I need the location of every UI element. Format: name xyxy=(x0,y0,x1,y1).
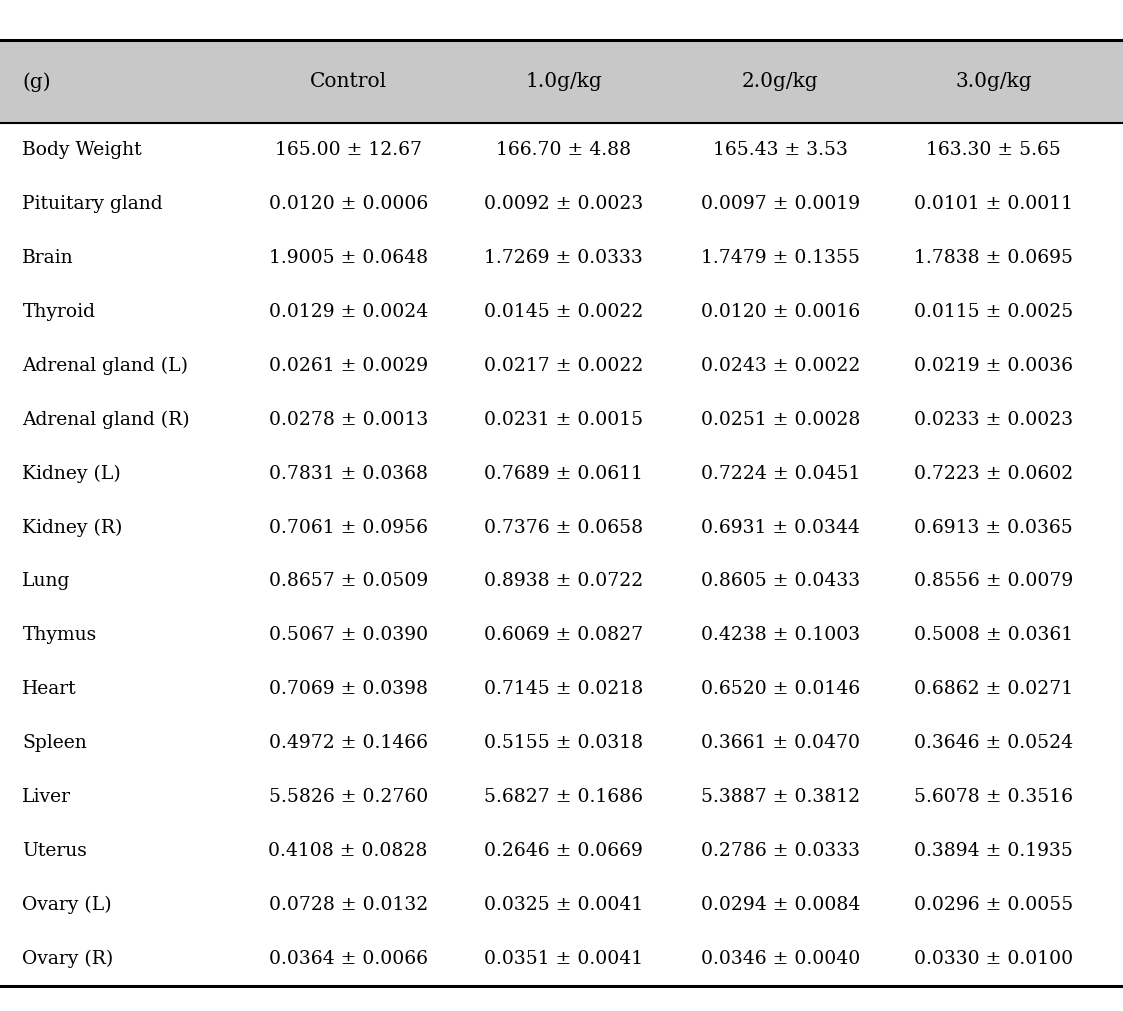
Text: 1.7479 ± 0.1355: 1.7479 ± 0.1355 xyxy=(701,249,860,267)
Text: Heart: Heart xyxy=(22,680,77,699)
Text: 0.7145 ± 0.0218: 0.7145 ± 0.0218 xyxy=(484,680,643,699)
Text: Spleen: Spleen xyxy=(22,734,88,752)
Text: 0.0261 ± 0.0029: 0.0261 ± 0.0029 xyxy=(268,357,428,375)
Text: 0.4972 ± 0.1466: 0.4972 ± 0.1466 xyxy=(268,734,428,752)
Text: 0.7689 ± 0.0611: 0.7689 ± 0.0611 xyxy=(484,465,643,482)
Text: Liver: Liver xyxy=(22,789,72,806)
Text: 3.0g/kg: 3.0g/kg xyxy=(956,73,1032,91)
Text: Kidney (R): Kidney (R) xyxy=(22,519,122,537)
Text: 0.0233 ± 0.0023: 0.0233 ± 0.0023 xyxy=(914,410,1074,429)
Text: Brain: Brain xyxy=(22,249,74,267)
Text: 0.8938 ± 0.0722: 0.8938 ± 0.0722 xyxy=(484,572,643,590)
Text: 0.8605 ± 0.0433: 0.8605 ± 0.0433 xyxy=(701,572,860,590)
Text: Body Weight: Body Weight xyxy=(22,142,143,160)
Text: 1.7838 ± 0.0695: 1.7838 ± 0.0695 xyxy=(914,249,1074,267)
Text: Pituitary gland: Pituitary gland xyxy=(22,195,163,213)
Text: Ovary (L): Ovary (L) xyxy=(22,896,112,914)
Text: 0.0097 ± 0.0019: 0.0097 ± 0.0019 xyxy=(701,195,860,213)
Text: 0.6520 ± 0.0146: 0.6520 ± 0.0146 xyxy=(701,680,860,699)
Text: Adrenal gland (R): Adrenal gland (R) xyxy=(22,410,190,429)
Text: 5.3887 ± 0.3812: 5.3887 ± 0.3812 xyxy=(701,789,860,806)
Bar xyxy=(0,40,1123,123)
Text: 0.3894 ± 0.1935: 0.3894 ± 0.1935 xyxy=(914,842,1074,860)
Text: 0.6069 ± 0.0827: 0.6069 ± 0.0827 xyxy=(484,627,643,644)
Text: Uterus: Uterus xyxy=(22,842,88,860)
Text: 0.2646 ± 0.0669: 0.2646 ± 0.0669 xyxy=(484,842,643,860)
Text: 0.0330 ± 0.0100: 0.0330 ± 0.0100 xyxy=(914,949,1074,968)
Text: 0.0115 ± 0.0025: 0.0115 ± 0.0025 xyxy=(914,303,1074,320)
Text: 0.3646 ± 0.0524: 0.3646 ± 0.0524 xyxy=(914,734,1074,752)
Text: 0.0217 ± 0.0022: 0.0217 ± 0.0022 xyxy=(484,357,643,375)
Text: Lung: Lung xyxy=(22,572,71,590)
Text: Thymus: Thymus xyxy=(22,627,97,644)
Text: 0.7223 ± 0.0602: 0.7223 ± 0.0602 xyxy=(914,465,1074,482)
Text: 0.0231 ± 0.0015: 0.0231 ± 0.0015 xyxy=(484,410,643,429)
Text: 0.4108 ± 0.0828: 0.4108 ± 0.0828 xyxy=(268,842,428,860)
Text: 0.7061 ± 0.0956: 0.7061 ± 0.0956 xyxy=(268,519,428,537)
Text: 1.0g/kg: 1.0g/kg xyxy=(526,73,602,91)
Text: 0.7831 ± 0.0368: 0.7831 ± 0.0368 xyxy=(268,465,428,482)
Text: 1.9005 ± 0.0648: 1.9005 ± 0.0648 xyxy=(268,249,428,267)
Text: 5.5826 ± 0.2760: 5.5826 ± 0.2760 xyxy=(268,789,428,806)
Text: 0.4238 ± 0.1003: 0.4238 ± 0.1003 xyxy=(701,627,860,644)
Text: 0.0325 ± 0.0041: 0.0325 ± 0.0041 xyxy=(484,896,643,914)
Text: 0.0278 ± 0.0013: 0.0278 ± 0.0013 xyxy=(268,410,428,429)
Text: 0.0364 ± 0.0066: 0.0364 ± 0.0066 xyxy=(268,949,428,968)
Text: 0.5155 ± 0.0318: 0.5155 ± 0.0318 xyxy=(484,734,643,752)
Text: 0.7376 ± 0.0658: 0.7376 ± 0.0658 xyxy=(484,519,643,537)
Text: 165.43 ± 3.53: 165.43 ± 3.53 xyxy=(713,142,848,160)
Text: 0.5067 ± 0.0390: 0.5067 ± 0.0390 xyxy=(268,627,428,644)
Text: 0.5008 ± 0.0361: 0.5008 ± 0.0361 xyxy=(914,627,1074,644)
Text: 0.6913 ± 0.0365: 0.6913 ± 0.0365 xyxy=(914,519,1074,537)
Text: Adrenal gland (L): Adrenal gland (L) xyxy=(22,357,189,375)
Text: Ovary (R): Ovary (R) xyxy=(22,949,113,968)
Text: 0.0728 ± 0.0132: 0.0728 ± 0.0132 xyxy=(268,896,428,914)
Text: 1.7269 ± 0.0333: 1.7269 ± 0.0333 xyxy=(484,249,643,267)
Text: Control: Control xyxy=(310,73,386,91)
Text: 166.70 ± 4.88: 166.70 ± 4.88 xyxy=(496,142,631,160)
Text: 0.0219 ± 0.0036: 0.0219 ± 0.0036 xyxy=(914,357,1074,375)
Text: 0.0145 ± 0.0022: 0.0145 ± 0.0022 xyxy=(484,303,643,320)
Text: 5.6827 ± 0.1686: 5.6827 ± 0.1686 xyxy=(484,789,643,806)
Text: 0.0129 ± 0.0024: 0.0129 ± 0.0024 xyxy=(268,303,428,320)
Text: (g): (g) xyxy=(22,72,51,92)
Text: 163.30 ± 5.65: 163.30 ± 5.65 xyxy=(926,142,1061,160)
Text: 0.0120 ± 0.0006: 0.0120 ± 0.0006 xyxy=(268,195,428,213)
Text: 0.0351 ± 0.0041: 0.0351 ± 0.0041 xyxy=(484,949,643,968)
Text: 0.0101 ± 0.0011: 0.0101 ± 0.0011 xyxy=(914,195,1074,213)
Text: 0.7224 ± 0.0451: 0.7224 ± 0.0451 xyxy=(701,465,860,482)
Text: 0.6931 ± 0.0344: 0.6931 ± 0.0344 xyxy=(701,519,860,537)
Text: 0.0251 ± 0.0028: 0.0251 ± 0.0028 xyxy=(701,410,860,429)
Text: 0.8556 ± 0.0079: 0.8556 ± 0.0079 xyxy=(914,572,1074,590)
Text: 0.0092 ± 0.0023: 0.0092 ± 0.0023 xyxy=(484,195,643,213)
Text: 0.2786 ± 0.0333: 0.2786 ± 0.0333 xyxy=(701,842,860,860)
Text: 0.6862 ± 0.0271: 0.6862 ± 0.0271 xyxy=(914,680,1074,699)
Text: 0.0120 ± 0.0016: 0.0120 ± 0.0016 xyxy=(701,303,860,320)
Text: 0.3661 ± 0.0470: 0.3661 ± 0.0470 xyxy=(701,734,860,752)
Text: Thyroid: Thyroid xyxy=(22,303,95,320)
Text: 0.8657 ± 0.0509: 0.8657 ± 0.0509 xyxy=(268,572,428,590)
Text: 0.0243 ± 0.0022: 0.0243 ± 0.0022 xyxy=(701,357,860,375)
Text: 0.0294 ± 0.0084: 0.0294 ± 0.0084 xyxy=(701,896,860,914)
Text: 165.00 ± 12.67: 165.00 ± 12.67 xyxy=(275,142,421,160)
Text: 0.0346 ± 0.0040: 0.0346 ± 0.0040 xyxy=(701,949,860,968)
Text: 5.6078 ± 0.3516: 5.6078 ± 0.3516 xyxy=(914,789,1074,806)
Text: Kidney (L): Kidney (L) xyxy=(22,465,121,483)
Text: 0.0296 ± 0.0055: 0.0296 ± 0.0055 xyxy=(914,896,1074,914)
Text: 2.0g/kg: 2.0g/kg xyxy=(742,73,819,91)
Text: 0.7069 ± 0.0398: 0.7069 ± 0.0398 xyxy=(268,680,428,699)
